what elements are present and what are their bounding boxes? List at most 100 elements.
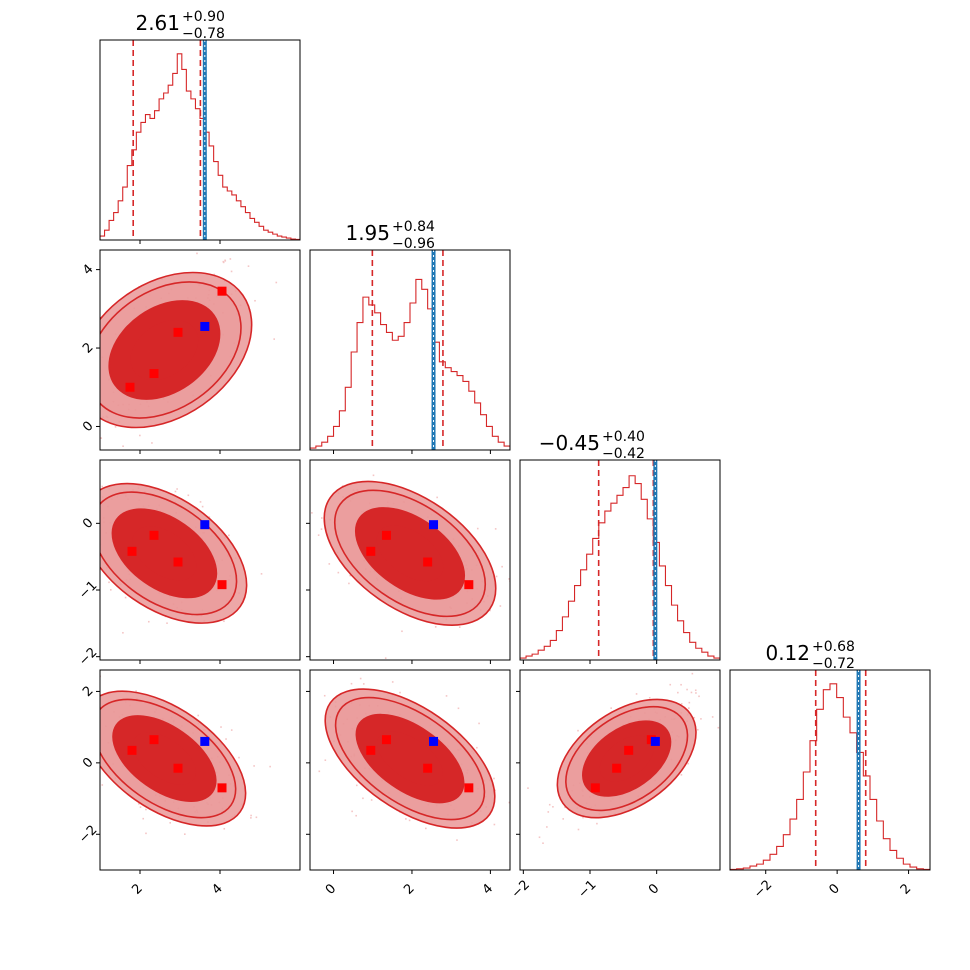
scatter-point bbox=[538, 836, 541, 839]
scatter-point bbox=[362, 683, 365, 685]
x-tick-label-2-0: −2 bbox=[509, 877, 533, 901]
truth-marker-2-3 bbox=[650, 736, 660, 746]
x-tick-label-0-0: 2 bbox=[129, 881, 145, 897]
scatter-point bbox=[700, 718, 702, 720]
contour-level-3-1-2 bbox=[376, 525, 444, 582]
scatter-point bbox=[493, 823, 496, 826]
scatter-point bbox=[76, 714, 78, 716]
pair-panel-0-3: −2 0 2 2 4 bbox=[43, 669, 301, 898]
hist-panel-3: 0.12 +0.68−0.72 −2 0 2 bbox=[729, 639, 931, 902]
scatter-point bbox=[686, 688, 688, 691]
scatter-point bbox=[317, 534, 320, 536]
scatter-point bbox=[96, 683, 98, 685]
sample-marker-1-2-0 bbox=[366, 546, 376, 556]
scatter-point bbox=[362, 797, 364, 800]
panel-frame bbox=[99, 669, 301, 871]
scatter-point bbox=[246, 237, 248, 239]
sample-marker-0-3-0 bbox=[127, 745, 137, 755]
scatter-point bbox=[176, 488, 178, 490]
truth-marker-1-3 bbox=[429, 736, 439, 746]
param-title-plus-0: +0.90 bbox=[182, 9, 225, 25]
panel-frame bbox=[309, 669, 511, 871]
scatter-point bbox=[230, 270, 233, 273]
param-title-minus-3: −0.72 bbox=[812, 656, 855, 672]
scatter-point bbox=[196, 252, 198, 255]
scatter-point bbox=[122, 631, 124, 634]
scatter-point bbox=[680, 774, 683, 776]
scatter-point bbox=[80, 366, 82, 368]
scatter-point bbox=[610, 707, 612, 709]
scatter-point bbox=[250, 697, 252, 699]
scatter-point bbox=[146, 452, 148, 454]
x-tick-label-2-1: −1 bbox=[575, 877, 599, 901]
scatter-point bbox=[23, 408, 25, 410]
scatter-point bbox=[669, 683, 672, 686]
scatter-point bbox=[495, 575, 498, 578]
panel-frame bbox=[729, 669, 931, 871]
y-tick-label-2-2: 0 bbox=[80, 515, 96, 531]
scatter-point bbox=[145, 808, 147, 811]
scatter-point bbox=[548, 803, 551, 806]
x-tick-label-1-1: 2 bbox=[401, 881, 417, 897]
scatter-point bbox=[101, 784, 104, 786]
scatter-point bbox=[275, 281, 278, 284]
sample-marker-1-3-3 bbox=[464, 783, 474, 793]
y-tick-label-1-1: 2 bbox=[80, 340, 96, 356]
scatter-point bbox=[318, 770, 321, 773]
scatter-point bbox=[228, 534, 230, 537]
scatter-point bbox=[456, 839, 458, 841]
scatter-point bbox=[546, 826, 548, 828]
scatter-point bbox=[543, 582, 545, 584]
scatter-point bbox=[527, 787, 529, 789]
scatter-point bbox=[717, 726, 720, 729]
param-title-minus-1: −0.96 bbox=[392, 236, 435, 252]
scatter-point bbox=[83, 406, 85, 408]
scatter-point bbox=[43, 703, 45, 705]
pair-panel-1-2 bbox=[306, 459, 545, 664]
scatter-point bbox=[101, 485, 104, 488]
scatter-point bbox=[355, 784, 358, 787]
scatter-point bbox=[57, 535, 59, 537]
scatter-point bbox=[147, 620, 150, 623]
scatter-point bbox=[145, 832, 147, 835]
sample-marker-0-2-2 bbox=[173, 557, 183, 567]
scatter-point bbox=[693, 716, 696, 719]
scatter-point bbox=[199, 501, 202, 503]
scatter-point bbox=[224, 260, 227, 262]
scatter-point bbox=[201, 505, 204, 508]
scatter-point bbox=[273, 338, 275, 340]
scatter-point bbox=[109, 589, 112, 591]
scatter-point bbox=[92, 730, 94, 732]
pair-panel-2-3: −2 −1 0 bbox=[509, 669, 721, 902]
scatter-point bbox=[87, 542, 89, 544]
y-tick-label-1-2: 4 bbox=[80, 262, 96, 278]
scatter-point bbox=[582, 816, 584, 819]
sample-marker-2-3-0 bbox=[590, 783, 600, 793]
x-tick-label-2-2: 0 bbox=[646, 881, 662, 897]
scatter-point bbox=[305, 723, 307, 725]
param-title-plus-1: +0.84 bbox=[392, 219, 435, 235]
scatter-point bbox=[72, 588, 74, 590]
scatter-point bbox=[399, 691, 401, 694]
scatter-point bbox=[401, 630, 403, 633]
scatter-point bbox=[122, 445, 124, 448]
scatter-point bbox=[93, 488, 95, 490]
scatter-point bbox=[355, 814, 357, 817]
scatter-point bbox=[47, 421, 49, 423]
scatter-point bbox=[73, 758, 75, 760]
y-tick-label-2-0: −2 bbox=[76, 645, 100, 669]
scatter-point bbox=[247, 265, 250, 267]
param-title-plus-3: +0.68 bbox=[812, 639, 855, 655]
scatter-point bbox=[260, 573, 263, 575]
scatter-point bbox=[230, 729, 233, 731]
sample-marker-0-1-3 bbox=[217, 286, 227, 296]
scatter-point bbox=[458, 626, 461, 628]
scatter-point bbox=[87, 450, 89, 452]
scatter-point bbox=[222, 260, 225, 263]
y-tick-label-3-0: −2 bbox=[76, 823, 100, 847]
scatter-point bbox=[151, 442, 153, 444]
panel-frame bbox=[519, 459, 721, 661]
scatter-point bbox=[85, 730, 87, 732]
histogram-step-2 bbox=[520, 475, 720, 660]
panel-frame bbox=[99, 459, 301, 661]
